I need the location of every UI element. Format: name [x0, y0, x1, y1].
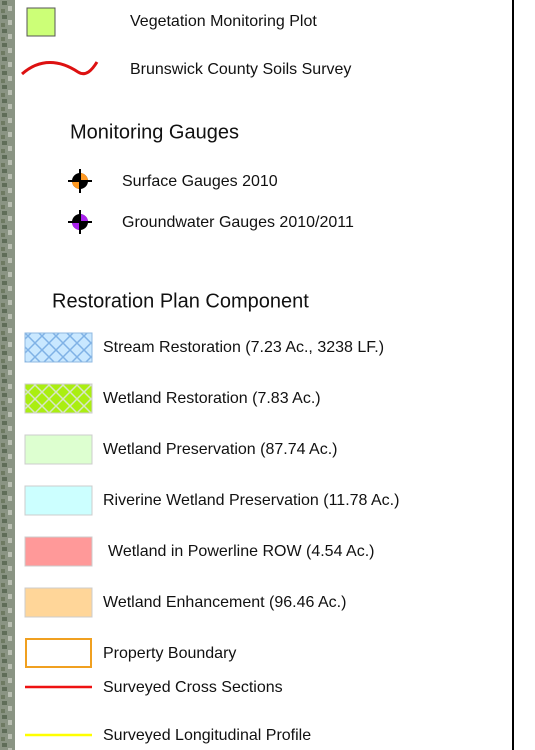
legend-label: Surface Gauges 2010 — [122, 173, 278, 190]
stream-restoration-swatch — [25, 333, 92, 362]
groundwater-gauge-icon — [68, 210, 92, 234]
legend-label: Surveyed Longitudinal Profile — [103, 727, 311, 744]
legend-label: Wetland Preservation (87.74 Ac.) — [103, 441, 338, 458]
riverine-preservation-swatch — [25, 486, 92, 515]
aerial-strip — [0, 0, 15, 750]
legend-label: Riverine Wetland Preservation (11.78 Ac.… — [103, 492, 399, 509]
property-boundary-swatch — [26, 639, 91, 667]
legend-label: Vegetation Monitoring Plot — [130, 13, 317, 30]
legend-label: Surveyed Cross Sections — [103, 679, 283, 696]
wetland-enhancement-swatch — [25, 588, 92, 617]
wetland-restoration-swatch — [25, 384, 92, 413]
soils-survey-symbol — [22, 62, 97, 74]
legend-label: Wetland in Powerline ROW (4.54 Ac.) — [108, 543, 374, 560]
section-heading: Restoration Plan Component — [52, 290, 309, 312]
legend-label: Wetland Enhancement (96.46 Ac.) — [103, 594, 346, 611]
powerline-row-swatch — [25, 537, 92, 566]
legend-label: Brunswick County Soils Survey — [130, 61, 351, 78]
wetland-preservation-swatch — [25, 435, 92, 464]
legend-label: Property Boundary — [103, 645, 236, 662]
map-legend: Vegetation Monitoring Plot Brunswick Cou… — [0, 0, 535, 750]
legend-label: Wetland Restoration (7.83 Ac.) — [103, 390, 321, 407]
legend-label: Groundwater Gauges 2010/2011 — [122, 214, 354, 231]
legend-label: Stream Restoration (7.23 Ac., 3238 LF.) — [103, 339, 384, 356]
section-heading: Monitoring Gauges — [70, 121, 239, 143]
page: Vegetation Monitoring Plot Brunswick Cou… — [0, 0, 535, 750]
surface-gauge-icon — [68, 169, 92, 193]
vegetation-plot-swatch — [27, 8, 55, 36]
